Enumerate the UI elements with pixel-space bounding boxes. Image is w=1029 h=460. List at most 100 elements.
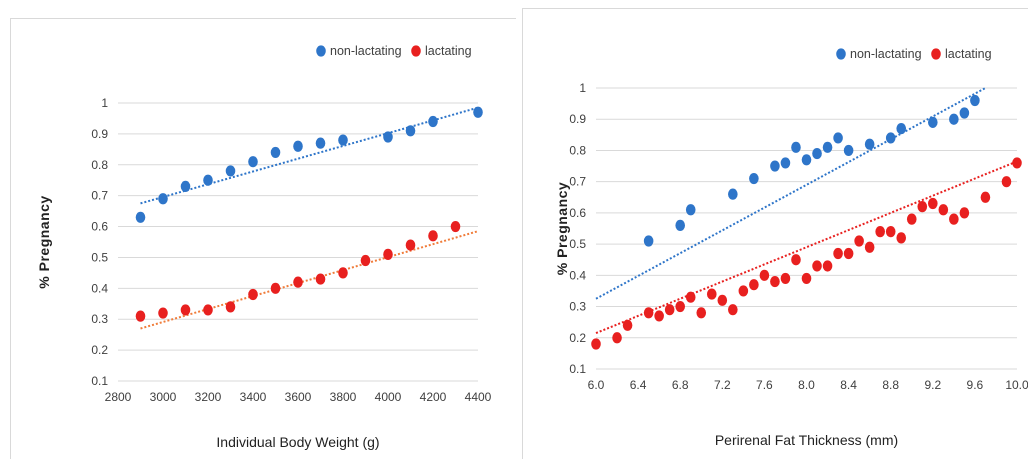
y-tick-label: 0.2: [91, 343, 108, 357]
scatter-chart-fat-thickness: 0.1 0.2 0.3 0.4 0.5 0.6 0.7 0.8 0.9 1 6.0 6.4 6.8 7.2…: [554, 47, 1028, 448]
data-point-lactating: [643, 307, 654, 319]
data-point-non-lactating: [293, 140, 303, 152]
trendline-lactating: [595, 160, 1018, 335]
data-point-non-lactating: [248, 156, 258, 168]
data-point-non-lactating: [675, 219, 685, 231]
data-point-lactating: [706, 288, 717, 300]
data-point-lactating: [225, 301, 236, 313]
y-tick-label: 0.3: [569, 300, 586, 314]
y-tick-label: 0.7: [91, 189, 108, 203]
x-tick-label: 3400: [240, 390, 267, 404]
data-point-lactating: [293, 276, 303, 288]
data-point-non-lactating: [728, 188, 738, 200]
legend-label-lactating: lactating: [425, 44, 472, 58]
data-point-lactating: [833, 247, 843, 260]
data-point-lactating: [749, 279, 759, 291]
y-tick-label: 0.7: [569, 175, 586, 189]
data-point-non-lactating: [791, 141, 801, 153]
legend-marker-non-lactating: [316, 45, 326, 57]
x-tick-label: 10.0: [1005, 378, 1028, 392]
data-point-lactating: [428, 230, 438, 242]
data-point-lactating: [791, 254, 801, 266]
y-tick-label: 0.5: [91, 250, 108, 264]
x-axis-title: Perirenal Fat Thickness (mm): [715, 432, 898, 448]
legend-label-non-lactating: non-lactating: [330, 44, 402, 58]
data-point-lactating: [612, 332, 622, 344]
y-tick-label: 0.9: [91, 127, 108, 141]
data-point-lactating: [135, 310, 146, 322]
data-point-lactating: [959, 207, 970, 219]
data-point-non-lactating: [180, 180, 191, 192]
y-tick-label: 0.1: [91, 374, 108, 388]
chart-panel-body-weight: 0.1 0.2 0.3 0.4 0.5 0.6 0.7 0.8 0.9 1 2800 3000 3200…: [10, 18, 516, 459]
x-tick-label: 8.4: [840, 378, 857, 392]
trendline-non-lactating: [140, 106, 479, 205]
x-tick-label: 3800: [330, 390, 357, 404]
data-point-lactating: [622, 319, 633, 331]
data-point-lactating: [1012, 157, 1022, 169]
data-point-lactating: [360, 254, 371, 267]
y-tick-label: 0.1: [569, 362, 586, 376]
x-tick-label: 4400: [465, 390, 492, 404]
legend-marker-lactating: [931, 48, 941, 60]
data-point-lactating: [383, 248, 393, 260]
data-point-lactating: [738, 285, 749, 297]
x-tick-label: 6.4: [630, 378, 647, 392]
y-tick-label: 0.2: [569, 331, 586, 345]
data-point-lactating: [885, 226, 896, 238]
data-point-non-lactating: [896, 122, 907, 135]
x-tick-label: 3000: [150, 390, 177, 404]
data-point-non-lactating: [749, 172, 759, 185]
data-point-lactating: [1001, 176, 1012, 188]
legend-marker-lactating: [411, 45, 421, 57]
data-point-lactating: [696, 307, 707, 319]
data-point-non-lactating: [780, 157, 791, 169]
x-tick-label: 6.8: [672, 378, 689, 392]
data-point-lactating: [685, 291, 696, 303]
data-point-non-lactating: [770, 160, 780, 172]
data-point-non-lactating: [158, 193, 168, 205]
data-point-lactating: [938, 204, 949, 216]
y-tick-label: 1: [101, 96, 108, 110]
y-tick-label: 0.5: [569, 237, 586, 251]
x-tick-label: 7.6: [756, 378, 773, 392]
y-tick-label: 0.6: [569, 206, 586, 220]
data-point-lactating: [180, 304, 191, 316]
data-point-non-lactating: [970, 94, 980, 107]
x-tick-label: 8.8: [882, 378, 899, 392]
data-point-non-lactating: [315, 137, 326, 149]
trendline-non-lactating: [595, 87, 986, 300]
data-point-lactating: [980, 191, 991, 203]
data-point-lactating: [854, 235, 864, 247]
data-point-lactating: [405, 239, 416, 251]
data-point-non-lactating: [885, 132, 896, 144]
x-tick-label: 2800: [105, 390, 132, 404]
x-tick-label: 7.2: [714, 378, 731, 392]
scatter-chart-body-weight: 0.1 0.2 0.3 0.4 0.5 0.6 0.7 0.8 0.9 1 2800 3000 3200…: [36, 44, 492, 450]
data-point-lactating: [906, 213, 917, 225]
data-point-lactating: [248, 288, 258, 301]
y-tick-label: 1: [579, 81, 586, 95]
x-tick-label: 3200: [195, 390, 222, 404]
y-tick-label: 0.9: [569, 112, 586, 126]
data-point-lactating: [717, 294, 728, 306]
x-tick-label: 6.0: [588, 378, 605, 392]
data-point-lactating: [780, 272, 791, 285]
data-point-non-lactating: [928, 116, 938, 128]
data-point-lactating: [728, 304, 738, 316]
x-tick-label: 4200: [420, 390, 447, 404]
x-tick-label: 9.2: [924, 378, 941, 392]
y-tick-label: 0.3: [91, 312, 108, 326]
data-point-non-lactating: [801, 154, 812, 166]
y-tick-label: 0.4: [569, 268, 586, 282]
data-point-lactating: [812, 260, 822, 272]
legend-label-lactating: lactating: [945, 47, 992, 61]
x-axis-title: Individual Body Weight (g): [216, 434, 379, 450]
data-point-non-lactating: [338, 134, 348, 146]
data-point-non-lactating: [822, 141, 833, 153]
data-point-lactating: [270, 282, 281, 294]
data-point-lactating: [450, 220, 461, 233]
y-axis-title: % Pregnancy: [36, 195, 52, 288]
y-tick-label: 0.4: [91, 281, 108, 295]
data-point-non-lactating: [949, 113, 959, 125]
